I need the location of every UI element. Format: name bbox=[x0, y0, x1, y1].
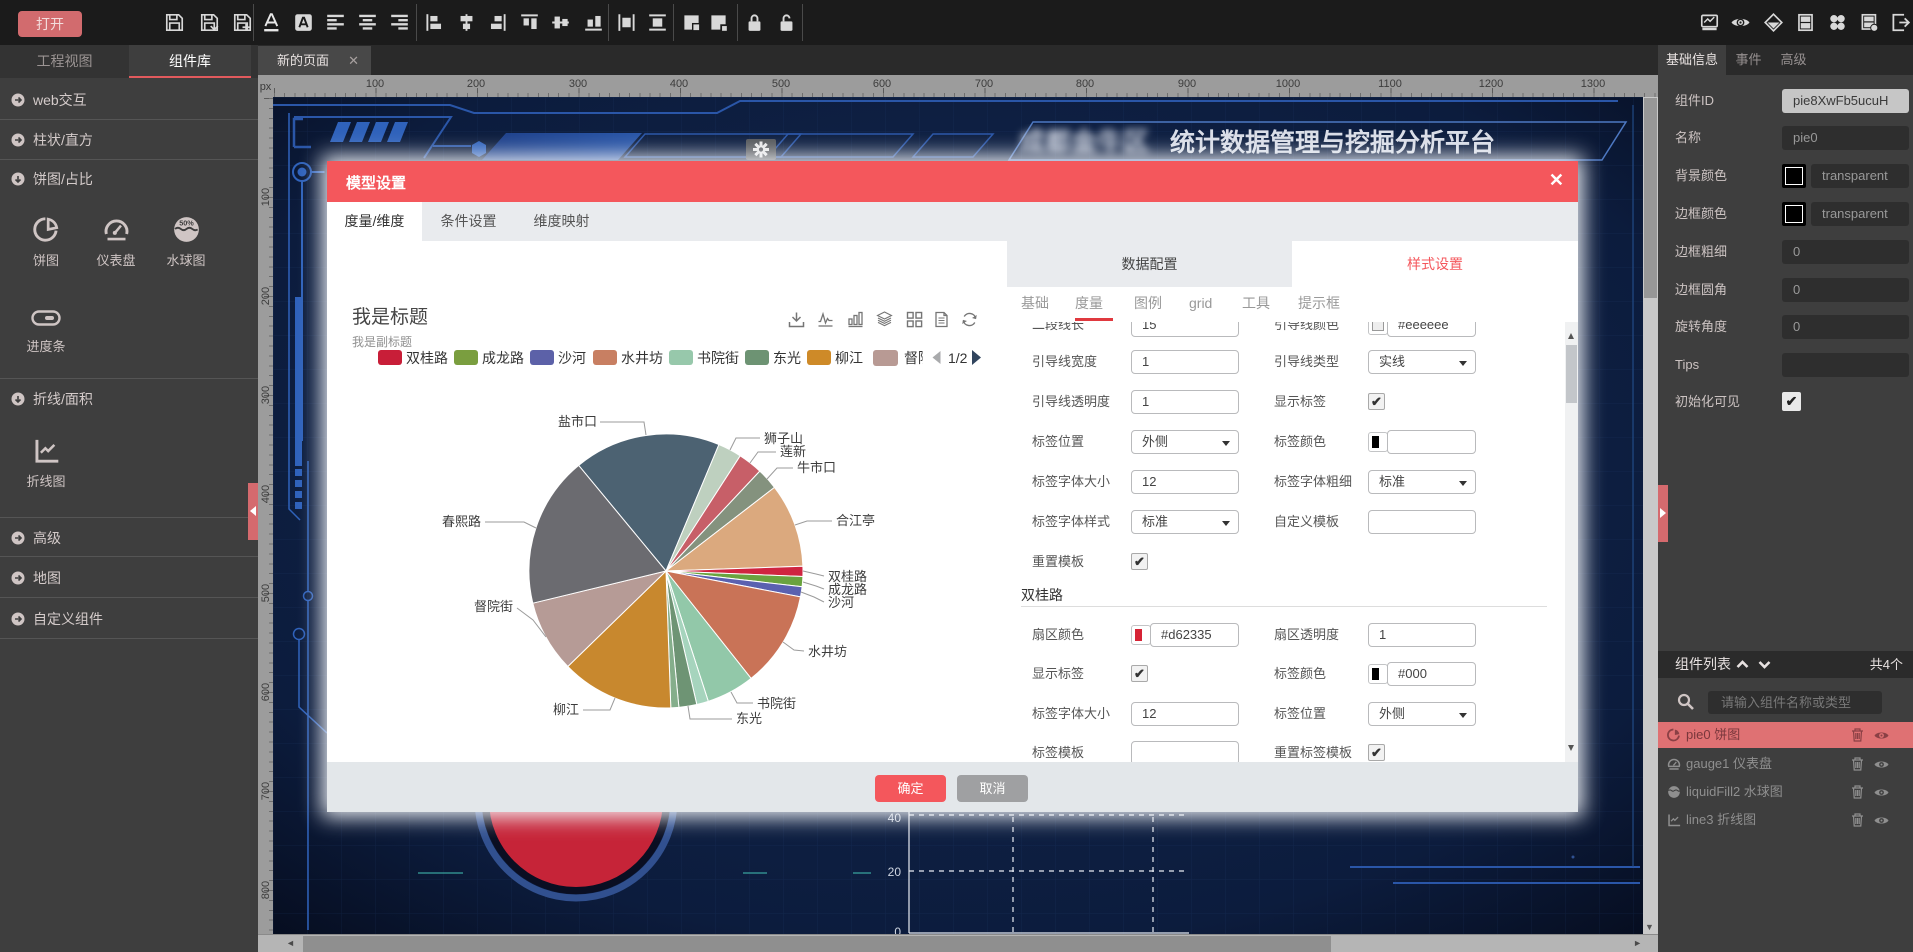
svg-text:沙河: 沙河 bbox=[828, 595, 854, 610]
svg-text:东光: 东光 bbox=[736, 711, 762, 726]
svg-text:水井坊: 水井坊 bbox=[808, 644, 847, 659]
svg-text:春熙路: 春熙路 bbox=[442, 514, 481, 529]
svg-text:统计数据管理与挖掘分析平台: 统计数据管理与挖掘分析平台 bbox=[1170, 128, 1495, 157]
svg-text:柳江: 柳江 bbox=[553, 702, 579, 717]
svg-text:东光: 东光 bbox=[773, 350, 801, 366]
svg-text:成都金牛区: 成都金牛区 bbox=[1019, 127, 1149, 157]
svg-text:水井坊: 水井坊 bbox=[621, 350, 663, 366]
svg-text:20: 20 bbox=[888, 865, 902, 879]
svg-text:狮子山: 狮子山 bbox=[764, 431, 803, 446]
svg-text:40: 40 bbox=[888, 811, 902, 825]
svg-text:合江亭: 合江亭 bbox=[836, 513, 875, 528]
svg-text:莲新: 莲新 bbox=[780, 444, 806, 459]
svg-text:盐市口: 盐市口 bbox=[558, 414, 597, 429]
svg-text:书院街: 书院街 bbox=[697, 350, 739, 366]
svg-text:成龙路: 成龙路 bbox=[482, 350, 524, 366]
svg-text:牛市口: 牛市口 bbox=[797, 460, 836, 475]
svg-text:双桂路: 双桂路 bbox=[828, 569, 867, 584]
svg-text:双桂路: 双桂路 bbox=[406, 350, 448, 366]
svg-text:督院街: 督院街 bbox=[474, 599, 513, 614]
svg-text:书院街: 书院街 bbox=[757, 696, 796, 711]
svg-text:沙河: 沙河 bbox=[558, 350, 586, 366]
svg-text:柳江: 柳江 bbox=[835, 350, 863, 366]
svg-text:0: 0 bbox=[894, 925, 901, 934]
svg-text:成龙路: 成龙路 bbox=[828, 582, 867, 597]
svg-text:50%: 50% bbox=[179, 219, 194, 228]
svg-text:1/2: 1/2 bbox=[948, 350, 968, 366]
